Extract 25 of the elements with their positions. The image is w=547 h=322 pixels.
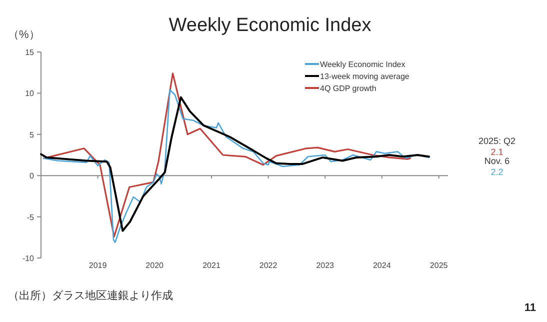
- line-series: [43, 72, 411, 238]
- y-axis-title: （%）: [8, 29, 40, 41]
- y-tick-label: 5: [30, 130, 35, 140]
- x-tick-label: 2021: [202, 261, 221, 270]
- x-tick-label: 2019: [88, 261, 108, 270]
- legend-label: Weekly Economic Index: [320, 60, 406, 69]
- x-tick-label: 2025: [430, 261, 448, 270]
- text: 2.1: [490, 147, 504, 157]
- legend-label: 4Q GDP growth: [320, 84, 376, 93]
- y-tick-label: 0: [30, 172, 35, 181]
- legend-label: 13-week moving average: [320, 72, 410, 81]
- text: Nov. 6: [484, 156, 510, 166]
- y-tick-label: 15: [25, 48, 35, 57]
- x-tick-label: 2023: [316, 261, 335, 270]
- chart-title: Weekly Economic Index: [168, 15, 372, 36]
- y-tick-label: -10: [22, 254, 35, 263]
- x-tick-label: 2024: [372, 261, 392, 270]
- text: 2.2: [490, 167, 504, 177]
- x-tick-label: 2022: [259, 261, 278, 270]
- x-tick-label: 2020: [146, 261, 164, 270]
- text: 11: [524, 302, 536, 314]
- y-tick-label: 10: [25, 89, 35, 98]
- text: （出所）ダラス地区連銀より作成: [8, 289, 173, 302]
- y-tick-label: -5: [26, 212, 35, 222]
- text: 2025: Q2: [478, 136, 516, 146]
